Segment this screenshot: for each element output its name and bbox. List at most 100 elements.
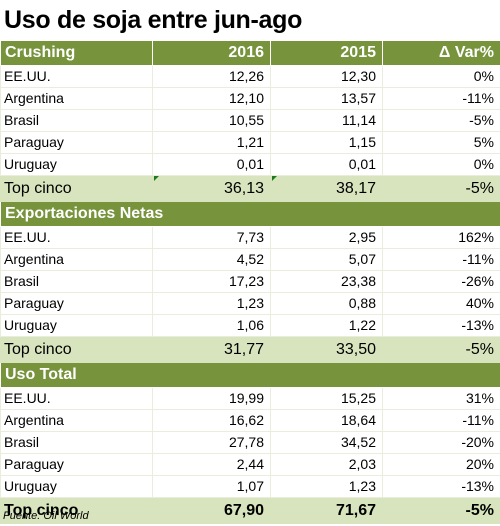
value-2016-cell: 12,26 <box>152 65 271 88</box>
column-header-var: Δ Var% <box>382 40 500 66</box>
table-row: EE.UU. 12,26 12,30 0% <box>0 65 500 88</box>
table-row: Brasil 17,23 23,38 -26% <box>0 270 500 293</box>
country-cell: Brasil <box>0 270 153 293</box>
value-2015-cell: 5,07 <box>270 248 383 271</box>
table-row: EE.UU. 19,99 15,25 31% <box>0 387 500 410</box>
table-row: Brasil 27,78 34,52 -20% <box>0 431 500 454</box>
country-cell: Argentina <box>0 248 153 271</box>
column-header-2015: 2015 <box>270 40 383 66</box>
variation-cell: 5% <box>382 131 500 154</box>
value-2016-cell: 27,78 <box>152 431 271 454</box>
total-variation-cell: -5% <box>382 336 500 363</box>
value-2015-cell: 2,95 <box>270 226 383 249</box>
section-header-crushing: Crushing 2016 2015 Δ Var% <box>0 40 500 66</box>
table-row: EE.UU. 7,73 2,95 162% <box>0 226 500 249</box>
table-row: Paraguay 1,23 0,88 40% <box>0 292 500 315</box>
country-cell: Argentina <box>0 87 153 110</box>
variation-cell: -13% <box>382 475 500 498</box>
table-row: Paraguay 1,21 1,15 5% <box>0 131 500 154</box>
variation-cell: 31% <box>382 387 500 410</box>
section-header-uso-total: Uso Total <box>0 362 500 388</box>
country-cell: EE.UU. <box>0 65 153 88</box>
value-2016-cell: 7,73 <box>152 226 271 249</box>
table-row: Uruguay 1,07 1,23 -13% <box>0 475 500 498</box>
total-2016-value: 36,13 <box>223 180 264 197</box>
table-row: Argentina 4,52 5,07 -11% <box>0 248 500 271</box>
country-cell: Uruguay <box>0 153 153 176</box>
variation-cell: 40% <box>382 292 500 315</box>
total-row: Top cinco 36,13 38,17 -5% <box>0 175 500 202</box>
table-row: Brasil 10,55 11,14 -5% <box>0 109 500 132</box>
value-2016-cell: 16,62 <box>152 409 271 432</box>
country-cell: EE.UU. <box>0 226 153 249</box>
total-row: Top cinco 31,77 33,50 -5% <box>0 336 500 363</box>
total-variation-cell: -5% <box>382 175 500 202</box>
table-row: Paraguay 2,44 2,03 20% <box>0 453 500 476</box>
value-2016-cell: 17,23 <box>152 270 271 293</box>
total-label: Top cinco <box>0 497 153 524</box>
value-2015-cell: 0,01 <box>270 153 383 176</box>
value-2016-cell: 10,55 <box>152 109 271 132</box>
value-2016-cell: 0,01 <box>152 153 271 176</box>
value-2016-cell: 1,21 <box>152 131 271 154</box>
country-cell: Paraguay <box>0 292 153 315</box>
section-header-exportaciones: Exportaciones Netas <box>0 201 500 227</box>
country-cell: Argentina <box>0 409 153 432</box>
variation-cell: -11% <box>382 87 500 110</box>
value-2015-cell: 1,23 <box>270 475 383 498</box>
total-2016-cell: 31,77 <box>152 336 271 363</box>
variation-cell: -11% <box>382 409 500 432</box>
table-row: Uruguay 1,06 1,22 -13% <box>0 314 500 337</box>
comment-marker-icon <box>272 176 277 181</box>
country-cell: Paraguay <box>0 131 153 154</box>
variation-cell: -5% <box>382 109 500 132</box>
total-2015-cell: 33,50 <box>270 336 383 363</box>
country-cell: Brasil <box>0 109 153 132</box>
variation-cell: 162% <box>382 226 500 249</box>
total-2015-cell: 71,67 <box>270 497 383 524</box>
variation-cell: 20% <box>382 453 500 476</box>
value-2016-cell: 1,23 <box>152 292 271 315</box>
section-title: Exportaciones Netas <box>0 201 500 227</box>
value-2015-cell: 12,30 <box>270 65 383 88</box>
value-2015-cell: 2,03 <box>270 453 383 476</box>
value-2015-cell: 1,22 <box>270 314 383 337</box>
value-2016-cell: 19,99 <box>152 387 271 410</box>
total-row: Top cinco 67,90 71,67 -5% <box>0 497 500 524</box>
source-note: Fuente: Oil World <box>3 510 89 522</box>
value-2016-cell: 4,52 <box>152 248 271 271</box>
variation-cell: -26% <box>382 270 500 293</box>
section-title: Uso Total <box>0 362 500 388</box>
soy-usage-table: Crushing 2016 2015 Δ Var% EE.UU. 12,26 1… <box>0 40 500 524</box>
total-label: Top cinco <box>0 336 153 363</box>
value-2015-cell: 11,14 <box>270 109 383 132</box>
total-2015-cell: 38,17 <box>270 175 383 202</box>
country-cell: EE.UU. <box>0 387 153 410</box>
total-variation-cell: -5% <box>382 497 500 524</box>
country-cell: Uruguay <box>0 475 153 498</box>
country-cell: Uruguay <box>0 314 153 337</box>
total-2015-value: 38,17 <box>335 180 376 197</box>
value-2015-cell: 15,25 <box>270 387 383 410</box>
total-2016-cell: 67,90 <box>152 497 271 524</box>
value-2015-cell: 23,38 <box>270 270 383 293</box>
section-title: Crushing <box>0 40 153 66</box>
value-2016-cell: 2,44 <box>152 453 271 476</box>
value-2015-cell: 13,57 <box>270 87 383 110</box>
variation-cell: 0% <box>382 153 500 176</box>
variation-cell: -13% <box>382 314 500 337</box>
country-cell: Paraguay <box>0 453 153 476</box>
column-header-2016: 2016 <box>152 40 271 66</box>
page-title: Uso de soja entre jun-ago <box>4 6 303 34</box>
variation-cell: -11% <box>382 248 500 271</box>
value-2016-cell: 1,06 <box>152 314 271 337</box>
variation-cell: 0% <box>382 65 500 88</box>
value-2015-cell: 34,52 <box>270 431 383 454</box>
table-row: Argentina 16,62 18,64 -11% <box>0 409 500 432</box>
table-row: Argentina 12,10 13,57 -11% <box>0 87 500 110</box>
value-2015-cell: 18,64 <box>270 409 383 432</box>
value-2016-cell: 1,07 <box>152 475 271 498</box>
value-2016-cell: 12,10 <box>152 87 271 110</box>
total-2016-cell: 36,13 <box>152 175 271 202</box>
